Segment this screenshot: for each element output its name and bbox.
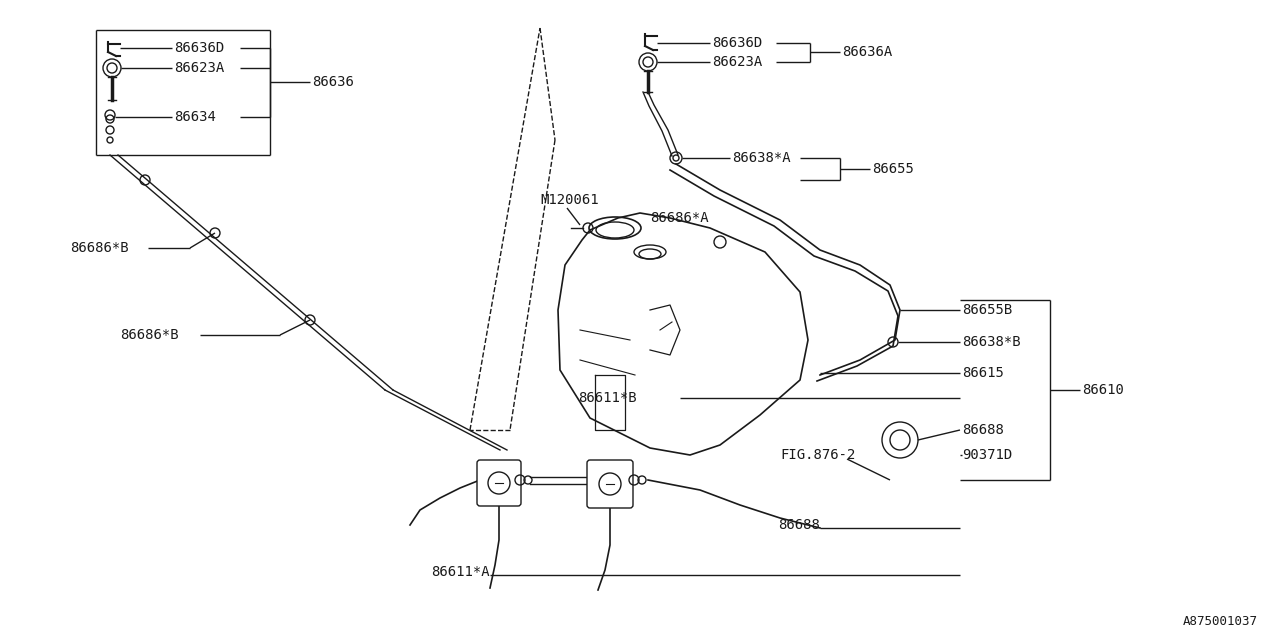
Text: 86610: 86610 xyxy=(1082,383,1124,397)
Text: 86655: 86655 xyxy=(872,162,914,176)
Text: A875001037: A875001037 xyxy=(1183,615,1258,628)
Text: 90371D: 90371D xyxy=(963,448,1012,462)
Text: 86686*B: 86686*B xyxy=(70,241,128,255)
Text: 86636A: 86636A xyxy=(842,45,892,59)
Text: 86636D: 86636D xyxy=(174,41,224,55)
Text: M120061: M120061 xyxy=(540,193,599,207)
Text: 86688: 86688 xyxy=(963,423,1004,437)
Text: 86638*A: 86638*A xyxy=(732,151,791,165)
Text: 86634: 86634 xyxy=(174,110,216,124)
Text: 86636D: 86636D xyxy=(712,36,763,50)
Text: FIG.876-2: FIG.876-2 xyxy=(780,448,855,462)
Text: 86611*A: 86611*A xyxy=(431,565,490,579)
Text: 86623A: 86623A xyxy=(174,61,224,75)
Text: 86636: 86636 xyxy=(312,75,353,89)
Text: 86623A: 86623A xyxy=(712,55,763,69)
Text: 86655B: 86655B xyxy=(963,303,1012,317)
Text: 86686*B: 86686*B xyxy=(120,328,179,342)
Polygon shape xyxy=(558,213,808,455)
Text: 86638*B: 86638*B xyxy=(963,335,1020,349)
Text: 86688: 86688 xyxy=(778,518,820,532)
Text: 86615: 86615 xyxy=(963,366,1004,380)
Text: 86686*A: 86686*A xyxy=(650,211,709,225)
FancyBboxPatch shape xyxy=(588,460,634,508)
Text: 86611*B: 86611*B xyxy=(579,391,637,405)
FancyBboxPatch shape xyxy=(477,460,521,506)
